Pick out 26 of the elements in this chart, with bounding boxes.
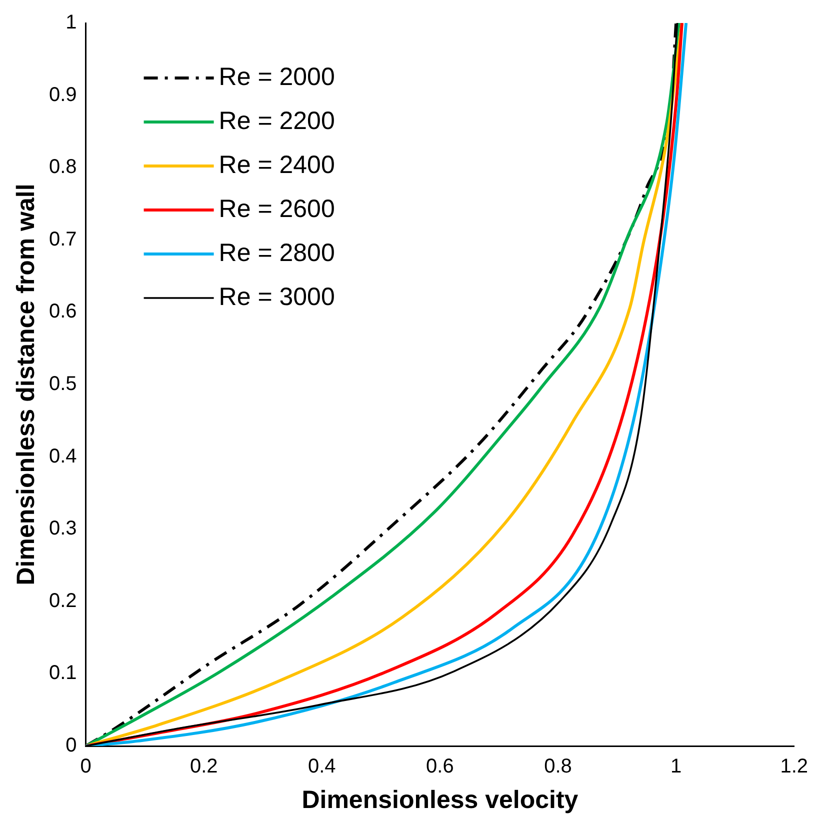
y-tick-label: 1: [66, 12, 77, 34]
y-tick-label: 0.1: [48, 662, 77, 684]
y-axis-title: Dimensionless distance from wall: [12, 184, 40, 586]
legend-label: Re = 3000: [218, 282, 335, 311]
x-tick-label: 0: [80, 756, 92, 778]
y-tick-label: 0.9: [48, 84, 77, 106]
y-tick-label: 0.3: [48, 518, 77, 540]
x-axis-title: Dimensionless velocity: [302, 786, 578, 814]
legend-label: Re = 2000: [218, 62, 335, 91]
y-tick-label: 0.8: [48, 156, 77, 178]
legend-label: Re = 2400: [218, 150, 335, 179]
x-tick-label: 0.6: [426, 756, 454, 778]
y-tick-label: 0.6: [48, 300, 77, 323]
x-tick-label: 0.4: [308, 756, 336, 778]
x-tick-label: 1: [670, 756, 682, 778]
y-tick-label: 0: [66, 734, 77, 757]
x-tick-label: 1.2: [780, 756, 808, 778]
x-tick-label: 0.2: [190, 756, 218, 778]
y-tick-label: 0.4: [48, 445, 77, 468]
legend-label: Re = 2600: [218, 194, 335, 223]
y-tick-label: 0.2: [48, 590, 77, 612]
x-tick-label: 0.8: [544, 756, 572, 778]
legend-label: Re = 2800: [218, 238, 335, 267]
y-tick-label: 0.5: [48, 373, 77, 396]
y-tick-label: 0.7: [48, 228, 77, 250]
legend-label: Re = 2200: [218, 106, 335, 135]
